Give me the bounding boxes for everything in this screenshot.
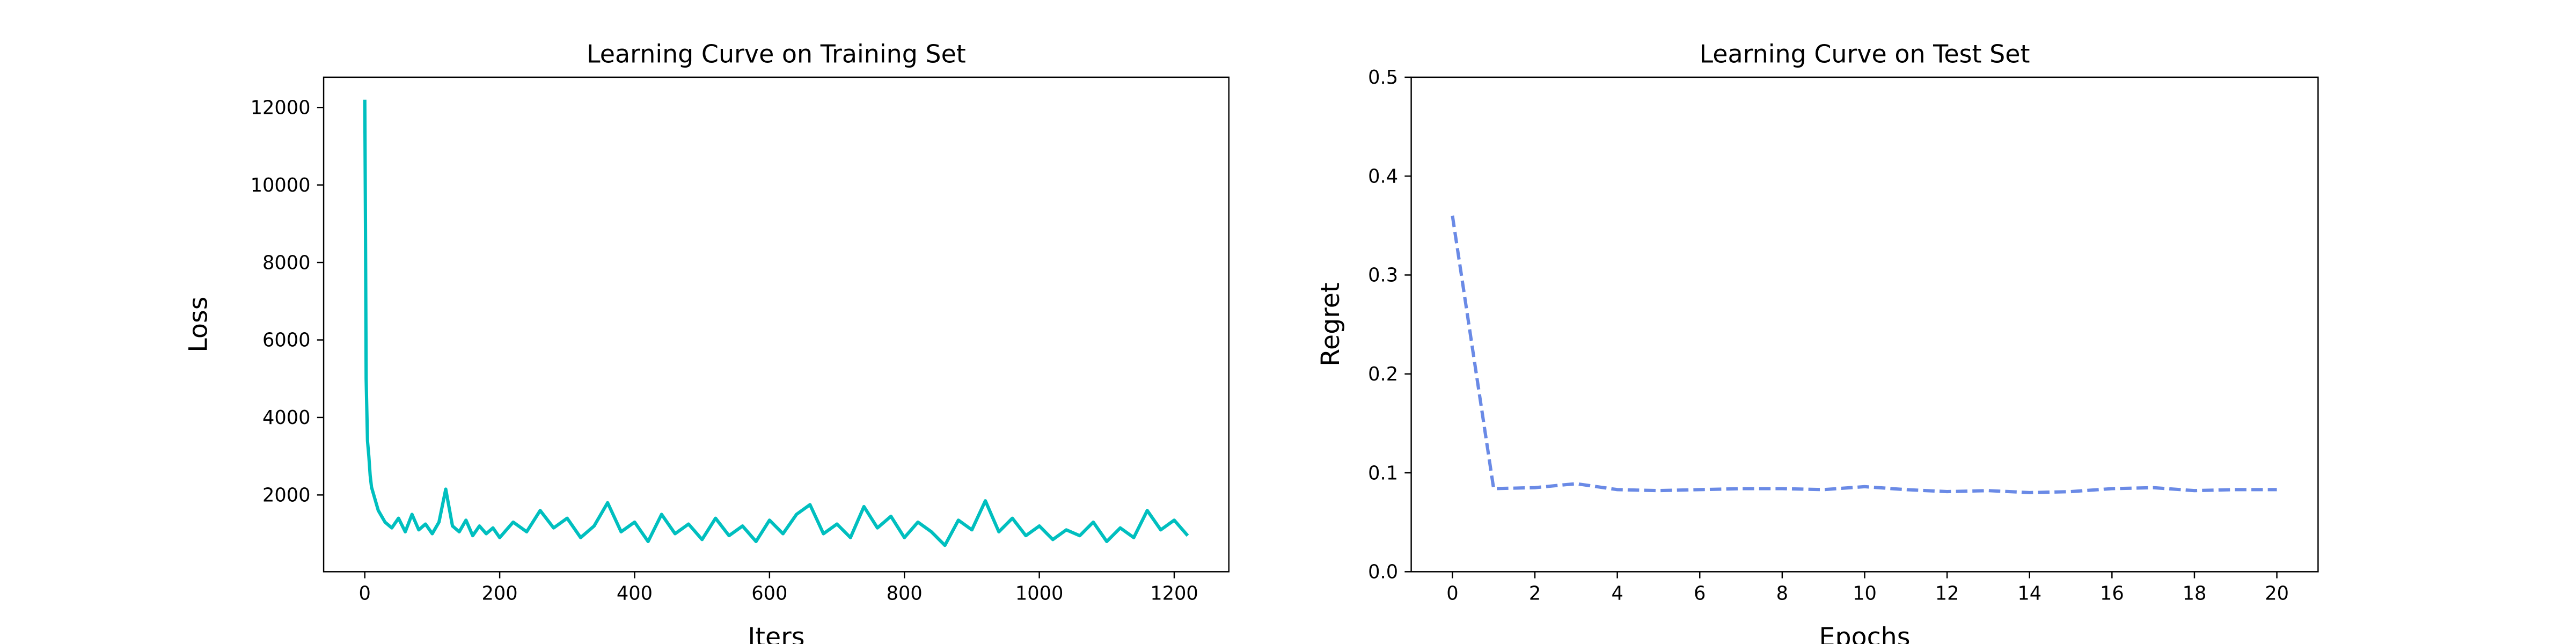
y-tick-label: 10000 xyxy=(251,174,311,196)
x-tick-label: 1200 xyxy=(1150,582,1198,604)
data-line xyxy=(363,99,1189,547)
y-tick-label: 8000 xyxy=(262,252,311,274)
y-tick-label: 0.4 xyxy=(1368,165,1398,187)
x-axis-label: Iters xyxy=(748,623,804,644)
plot-area xyxy=(363,99,1189,547)
x-tick-label: 8 xyxy=(1776,582,1788,604)
x-tick-label: 10 xyxy=(1853,582,1877,604)
y-tick-label: 2000 xyxy=(262,485,311,507)
x-axis-label: Epochs xyxy=(1819,623,1910,644)
x-tick-label: 12 xyxy=(1935,582,1959,604)
x-tick-label: 200 xyxy=(482,582,518,604)
x-tick-label: 1000 xyxy=(1015,582,1064,604)
x-tick-label: 16 xyxy=(2100,582,2124,604)
y-axis-label: Loss xyxy=(184,297,214,353)
y-tick-label: 0.1 xyxy=(1368,462,1398,484)
axes-frame xyxy=(323,76,1230,573)
x-tick-label: 4 xyxy=(1611,582,1623,604)
x-tick-label: 800 xyxy=(887,582,923,604)
chart-title: Learning Curve on Training Set xyxy=(587,39,966,68)
x-tick-label: 14 xyxy=(2017,582,2041,604)
y-tick-label: 12000 xyxy=(251,97,311,119)
data-line xyxy=(1451,215,2277,494)
chart-title: Learning Curve on Test Set xyxy=(1699,39,2030,68)
x-tick-label: 0 xyxy=(1446,582,1458,604)
y-tick-label: 0.3 xyxy=(1368,265,1398,287)
plot-area xyxy=(1451,215,2277,494)
x-tick-label: 20 xyxy=(2265,582,2289,604)
y-tick-label: 0.5 xyxy=(1368,67,1398,89)
y-tick-label: 0.2 xyxy=(1368,363,1398,385)
x-tick-label: 2 xyxy=(1529,582,1541,604)
x-tick-label: 600 xyxy=(751,582,787,604)
x-tick-label: 18 xyxy=(2183,582,2207,604)
axes-frame xyxy=(1410,76,2319,573)
x-tick-label: 400 xyxy=(617,582,653,604)
x-tick-label: 0 xyxy=(359,582,371,604)
x-tick-label: 6 xyxy=(1694,582,1706,604)
y-axis-label: Regret xyxy=(1316,282,1345,366)
y-tick-label: 0.0 xyxy=(1368,561,1398,583)
y-tick-label: 6000 xyxy=(262,330,311,352)
y-tick-label: 4000 xyxy=(262,407,311,429)
